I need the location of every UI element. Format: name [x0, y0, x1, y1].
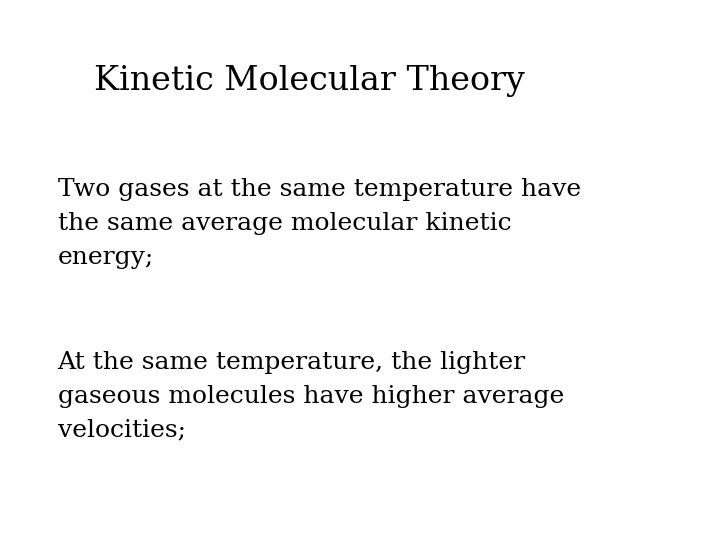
Text: Kinetic Molecular Theory: Kinetic Molecular Theory [94, 65, 524, 97]
Text: At the same temperature, the lighter
gaseous molecules have higher average
veloc: At the same temperature, the lighter gas… [58, 351, 564, 442]
Text: Two gases at the same temperature have
the same average molecular kinetic
energy: Two gases at the same temperature have t… [58, 178, 581, 269]
